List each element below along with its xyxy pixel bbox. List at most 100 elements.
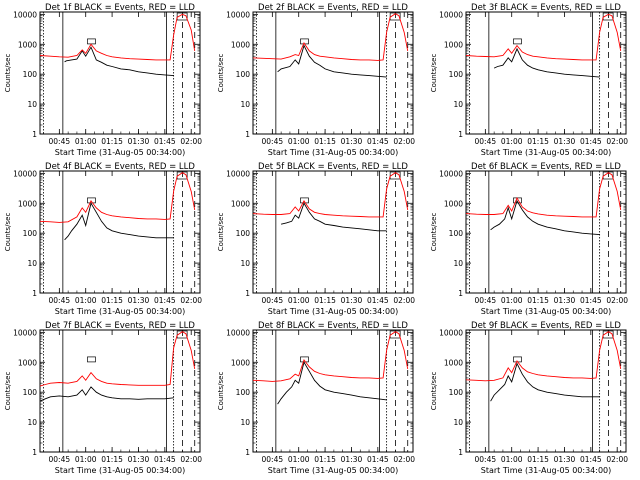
series-lld-line: [465, 172, 622, 218]
series-events-line: [490, 362, 600, 402]
series-events-line: [490, 199, 600, 236]
y-tick-label: 100: [236, 70, 251, 79]
x-tick-label: 01:45: [154, 137, 176, 146]
peak-marker-box: [602, 171, 614, 180]
y-axis-label: Counts/sec: [217, 372, 225, 411]
x-tick-label: 01:15: [527, 455, 549, 464]
plot-frame: [39, 11, 201, 135]
y-tick-label: 100: [449, 229, 464, 238]
series-lld-line: [465, 331, 622, 382]
series-lld-line: [39, 331, 196, 387]
x-tick-label: 01:00: [75, 455, 97, 464]
chart-title: Det 6f BLACK = Events, RED = LLD: [471, 162, 621, 172]
y-axis-label: Counts/sec: [217, 54, 225, 93]
chart-title: Det 1f BLACK = Events, RED = LLD: [45, 3, 195, 13]
x-tick-label: 00:45: [262, 137, 284, 146]
x-tick-label: 01:30: [341, 455, 363, 464]
peak-marker-box: [87, 197, 96, 204]
peak-marker-box: [602, 330, 614, 339]
y-axis-label: Counts/sec: [4, 372, 12, 411]
y-tick-label: 10000: [13, 328, 37, 337]
series-events-line: [280, 202, 387, 232]
x-tick-label: 01:15: [527, 296, 549, 305]
x-tick-label: 01:15: [101, 455, 123, 464]
x-tick-label: 01:30: [128, 455, 150, 464]
y-tick-label: 1000: [444, 199, 463, 208]
x-tick-label: 01:00: [288, 296, 310, 305]
series-events-line: [277, 361, 387, 405]
x-tick-label: 00:45: [262, 296, 284, 305]
peak-marker-box: [513, 197, 522, 204]
x-tick-label: 01:45: [367, 455, 389, 464]
x-axis-label: Start Time (31-Aug-05 00:34:00): [55, 148, 186, 157]
x-tick-label: 00:45: [49, 296, 71, 305]
plot-frame: [39, 329, 201, 453]
plot-frame: [39, 170, 201, 294]
plot-frame: [465, 11, 627, 135]
series-events-line: [493, 47, 600, 78]
y-tick-label: 1000: [444, 40, 463, 49]
x-axis-label: Start Time (31-Aug-05 00:34:00): [481, 466, 612, 475]
y-axis-label: Counts/sec: [430, 54, 438, 93]
x-axis-label: Start Time (31-Aug-05 00:34:00): [481, 148, 612, 157]
y-tick-label: 100: [236, 388, 251, 397]
x-tick-label: 01:30: [554, 455, 576, 464]
x-axis-label: Start Time (31-Aug-05 00:34:00): [55, 466, 186, 475]
chart-title: Det 2f BLACK = Events, RED = LLD: [258, 3, 408, 13]
x-tick-label: 02:00: [606, 296, 628, 305]
x-axis-label: Start Time (31-Aug-05 00:34:00): [268, 307, 399, 316]
peak-marker-box: [513, 38, 522, 45]
x-tick-label: 01:30: [128, 296, 150, 305]
y-tick-label: 1000: [18, 358, 37, 367]
x-axis-label: Start Time (31-Aug-05 00:34:00): [268, 148, 399, 157]
y-tick-label: 1000: [444, 358, 463, 367]
peak-marker-box: [176, 171, 188, 180]
y-tick-label: 10: [453, 418, 463, 427]
peak-marker-box: [602, 12, 614, 21]
chart-panel-7: Det 7f BLACK = Events, RED = LLD Counts/s…: [4, 321, 202, 475]
series-lld-line: [465, 13, 622, 61]
peak-marker-box: [87, 38, 96, 45]
x-tick-label: 01:00: [288, 137, 310, 146]
chart-panel-5: Det 5f BLACK = Events, RED = LLD Counts/s…: [217, 162, 415, 316]
series-events-line: [277, 44, 387, 78]
series-lld-line: [252, 172, 409, 218]
plot-frame: [465, 329, 627, 453]
y-tick-label: 100: [449, 70, 464, 79]
x-tick-label: 01:45: [580, 455, 602, 464]
y-tick-label: 1: [32, 130, 37, 139]
chart-title: Det 9f BLACK = Events, RED = LLD: [471, 321, 621, 331]
chart-panel-9: Det 9f BLACK = Events, RED = LLD Counts/s…: [430, 321, 628, 475]
y-tick-label: 10000: [439, 10, 463, 19]
y-tick-label: 10000: [226, 169, 250, 178]
peak-marker-box: [389, 330, 401, 339]
y-tick-label: 1: [245, 448, 250, 457]
y-tick-label: 10000: [226, 10, 250, 19]
x-axis-label: Start Time (31-Aug-05 00:34:00): [481, 307, 612, 316]
y-tick-label: 10: [27, 418, 37, 427]
x-tick-label: 01:30: [128, 137, 150, 146]
x-tick-label: 01:30: [341, 296, 363, 305]
x-tick-label: 01:15: [101, 296, 123, 305]
x-tick-label: 01:45: [580, 296, 602, 305]
chart-title: Det 8f BLACK = Events, RED = LLD: [258, 321, 408, 331]
y-tick-label: 10: [27, 259, 37, 268]
x-tick-label: 02:00: [606, 455, 628, 464]
y-tick-label: 10000: [439, 328, 463, 337]
plot-frame: [252, 11, 414, 135]
x-tick-label: 00:45: [49, 455, 71, 464]
y-axis-label: Counts/sec: [4, 54, 12, 93]
y-tick-label: 100: [23, 229, 38, 238]
chart-panel-2: Det 2f BLACK = Events, RED = LLD Counts/s…: [217, 3, 415, 157]
x-tick-label: 02:00: [606, 137, 628, 146]
series-lld-line: [252, 13, 409, 61]
x-tick-label: 01:30: [554, 137, 576, 146]
x-tick-label: 01:15: [101, 137, 123, 146]
plot-frame: [465, 170, 627, 294]
y-axis-label: Counts/sec: [430, 372, 438, 411]
x-tick-label: 00:45: [475, 296, 497, 305]
y-tick-label: 10: [453, 100, 463, 109]
x-tick-label: 02:00: [180, 455, 202, 464]
x-tick-label: 01:45: [154, 296, 176, 305]
